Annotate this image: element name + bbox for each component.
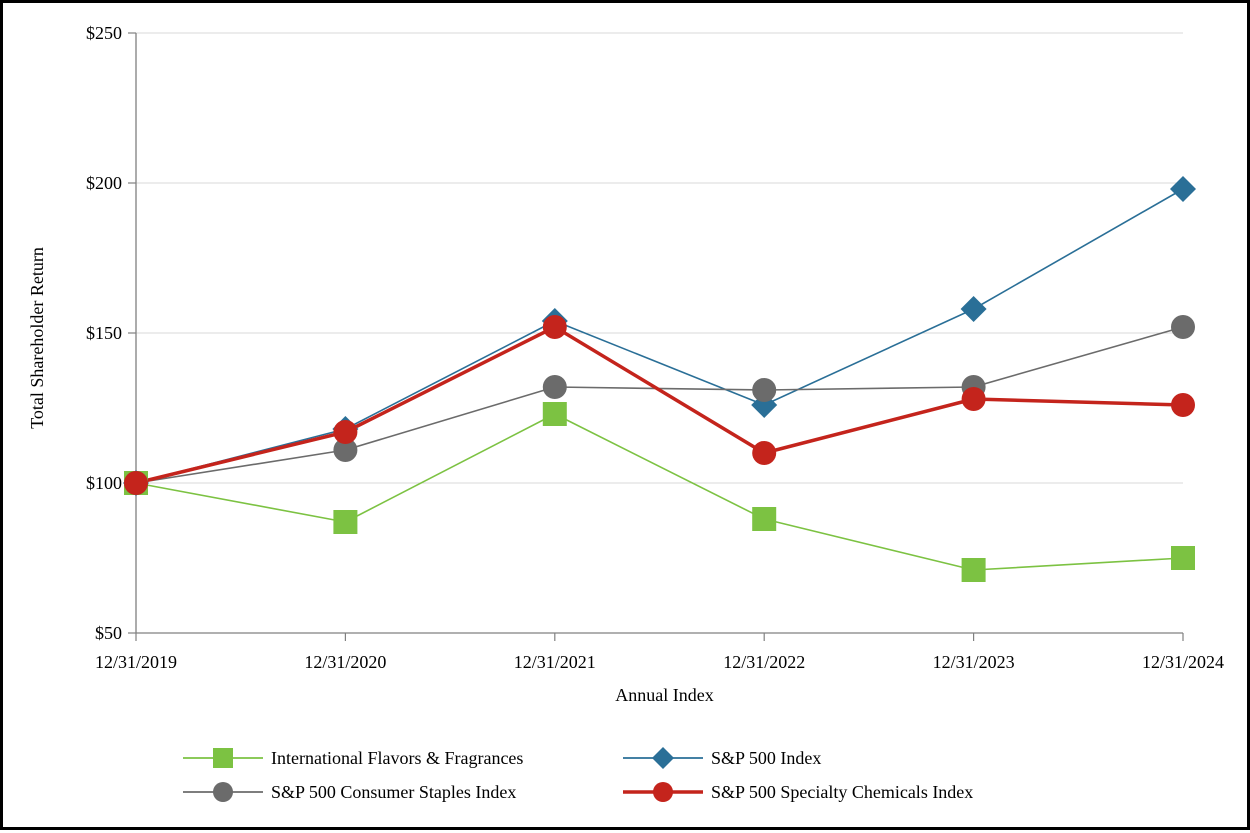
circle-marker: [542, 375, 567, 399]
legend-label: S&P 500 Consumer Staples Index: [271, 782, 516, 802]
legend-item: S&P 500 Index: [623, 747, 821, 769]
square-marker: [213, 748, 233, 768]
x-tick-label: 12/31/2023: [933, 652, 1015, 672]
gridlines: [136, 32, 1183, 484]
circle-marker: [653, 782, 673, 802]
x-tick-label: 12/31/2021: [514, 652, 596, 672]
square-marker: [752, 507, 777, 531]
x-axis-title: Annual Index: [615, 685, 713, 705]
circle-marker: [752, 441, 777, 465]
series-markers: [123, 176, 1196, 582]
circle-marker: [961, 387, 986, 411]
legend-item: S&P 500 Consumer Staples Index: [183, 782, 516, 802]
x-tick-label: 12/31/2020: [304, 652, 386, 672]
legend-label: S&P 500 Index: [711, 748, 821, 768]
y-axis-title: Total Shareholder Return: [27, 247, 47, 429]
series-line-3: [135, 325, 1184, 485]
y-tick-label: $100: [86, 473, 122, 493]
circle-marker: [1171, 315, 1195, 339]
square-marker: [961, 558, 986, 582]
y-tick-label: $50: [95, 623, 122, 643]
x-tick-label: 12/31/2024: [1142, 652, 1224, 672]
series-line-1: [135, 188, 1184, 484]
line-chart: $50 $100 $150 $200 $250 12/31/2019 12/31/2020…: [27, 23, 1224, 802]
circle-marker: [1171, 393, 1195, 417]
series-line-0: [135, 413, 1184, 571]
circle-marker: [124, 471, 148, 495]
series-lines: [135, 188, 1184, 571]
circle-marker: [542, 315, 567, 339]
circle-marker: [213, 782, 233, 802]
circle-marker: [333, 438, 358, 462]
legend-label: International Flavors & Fragrances: [271, 748, 523, 768]
legend-item: S&P 500 Specialty Chemicals Index: [623, 782, 973, 802]
legend-label: S&P 500 Specialty Chemicals Index: [711, 782, 973, 802]
y-tick-label: $250: [86, 23, 122, 43]
square-marker: [333, 510, 358, 534]
diamond-marker: [652, 747, 674, 769]
x-tick-label: 12/31/2022: [723, 652, 805, 672]
x-tick-labels: 12/31/2019 12/31/2020 12/31/2021 12/31/2022…: [95, 652, 1224, 672]
diamond-marker: [1170, 176, 1196, 202]
diamond-marker: [960, 296, 987, 322]
legend: International Flavors & Fragrances S&P 50…: [183, 747, 973, 802]
x-tick-label: 12/31/2019: [95, 652, 177, 672]
square-marker: [1171, 546, 1195, 570]
y-tick-label: $150: [86, 323, 122, 343]
y-tick-labels: $50 $100 $150 $200 $250: [86, 23, 122, 643]
circle-marker: [752, 378, 777, 402]
legend-item: International Flavors & Fragrances: [183, 748, 523, 768]
series-line-2: [135, 326, 1184, 484]
y-tick-label: $200: [86, 173, 122, 193]
axes: [128, 32, 1184, 641]
square-marker: [542, 402, 567, 426]
circle-marker: [333, 420, 358, 444]
